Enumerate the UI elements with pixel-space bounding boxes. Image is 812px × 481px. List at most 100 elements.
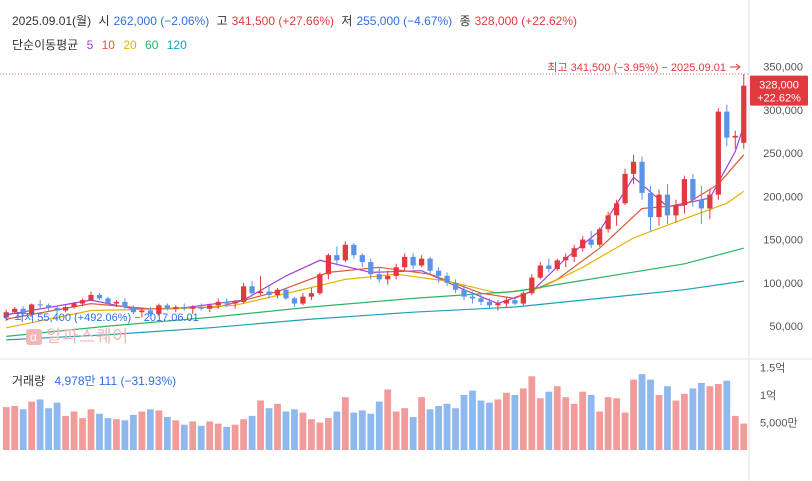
ma-120-line: [6, 280, 744, 341]
candle-body: [240, 286, 247, 302]
ma-legend[interactable]: 단순이동평균 5 10 20 60 120: [12, 36, 192, 53]
candle-body: [681, 179, 688, 205]
candle-body: [385, 275, 391, 280]
ma-10-label[interactable]: 10: [101, 38, 115, 52]
volume-bar: [630, 379, 637, 450]
price-tick-label: 200,000: [763, 191, 803, 203]
candle-body: [71, 303, 77, 308]
volume-bar: [604, 397, 612, 450]
candle-body: [410, 256, 416, 266]
ma-60-label[interactable]: 60: [145, 38, 159, 52]
candle-body: [113, 301, 120, 304]
current-price-badge: [750, 75, 808, 106]
volume-tick-label: 5,000만: [760, 417, 798, 430]
candle-body: [207, 305, 213, 309]
volume-bar: [257, 400, 264, 450]
volume-bar: [409, 417, 417, 450]
candle-body: [622, 173, 628, 204]
volume-bar: [570, 403, 578, 450]
candle-body: [580, 239, 586, 249]
volume-bar: [384, 389, 392, 450]
volume-bar: [519, 388, 527, 450]
volume-tick-label: 1.5억: [760, 362, 785, 375]
candle-body: [520, 293, 526, 304]
volume-bar: [714, 384, 722, 450]
candle-body: [461, 289, 467, 297]
volume-bar: [62, 415, 69, 450]
candle-body: [45, 305, 52, 308]
volume-bar: [180, 424, 188, 450]
volume-bar: [579, 391, 587, 450]
candle-body: [283, 289, 289, 299]
volume-bar: [562, 397, 570, 450]
candle-body: [291, 298, 298, 304]
candle-body: [690, 179, 696, 200]
date-label: 2025.09.01(월): [12, 14, 92, 28]
volume-bar: [553, 386, 561, 450]
candle-body: [715, 111, 721, 195]
candle-body: [181, 307, 187, 309]
candle-body: [173, 307, 179, 309]
volume-bar: [469, 390, 476, 450]
volume-bar: [189, 421, 197, 450]
candle-body: [393, 267, 399, 276]
volume-bar: [274, 403, 281, 450]
candle-body: [656, 194, 662, 218]
ma-20-label[interactable]: 20: [123, 38, 137, 52]
volume-bar: [2, 407, 10, 450]
volume-bar: [375, 401, 383, 450]
volume-bar: [206, 421, 214, 450]
volume-bar: [130, 414, 137, 450]
volume-bar: [587, 395, 595, 450]
candle-body: [12, 308, 18, 313]
volume-bar: [223, 426, 231, 450]
candle-body: [732, 135, 738, 138]
volume-bar: [596, 411, 604, 450]
volume-bar: [681, 393, 688, 450]
candle-body: [707, 194, 713, 209]
candle-body: [452, 282, 459, 290]
high-label: 고: [216, 14, 228, 28]
ma-5-line: [6, 125, 745, 316]
ma-120-label[interactable]: 120: [166, 38, 187, 52]
volume-bar: [731, 415, 739, 450]
candle-body: [79, 300, 86, 304]
candle-body: [224, 301, 230, 304]
volume-bar: [341, 397, 349, 450]
volume-bar: [146, 409, 154, 450]
candle-body: [215, 301, 221, 306]
candle-body: [164, 305, 170, 309]
close-label: 종: [459, 14, 471, 28]
volume-bar: [486, 402, 493, 450]
watermark-logo-icon: α: [26, 329, 42, 345]
volume-header: 거래량 4,978만 111 (−31.93%): [12, 372, 182, 389]
candle-body: [402, 256, 408, 268]
volume-bar: [460, 395, 468, 450]
volume-bar: [503, 392, 510, 450]
volume-bar: [113, 419, 120, 450]
candle-body: [249, 286, 255, 294]
volume-bar: [28, 401, 36, 450]
volume-bar: [545, 391, 553, 450]
candle-body: [469, 296, 476, 299]
volume-bar: [19, 409, 27, 450]
candle-body: [156, 305, 162, 314]
low-value: 255,000 (−4.67%): [356, 14, 453, 28]
volume-value: 4,978만 111 (−31.93%): [54, 374, 177, 388]
volume-bar: [333, 411, 341, 450]
ohlc-header: 2025.09.01(월) 시 262,000 (−2.06%) 고 341,500…: [12, 12, 581, 29]
volume-bar: [740, 423, 748, 450]
volume-bar: [452, 408, 459, 450]
ma-5-label[interactable]: 5: [86, 38, 94, 52]
candle-body: [630, 161, 637, 174]
current-price-label: 328,000: [759, 80, 799, 92]
volume-bar: [104, 418, 112, 450]
ma-legend-label: 단순이동평균: [12, 38, 79, 52]
volume-bar: [536, 398, 544, 450]
volume-bar: [299, 412, 307, 450]
candle-body: [427, 258, 433, 271]
candle-body: [334, 255, 340, 261]
candle-body: [673, 205, 679, 216]
